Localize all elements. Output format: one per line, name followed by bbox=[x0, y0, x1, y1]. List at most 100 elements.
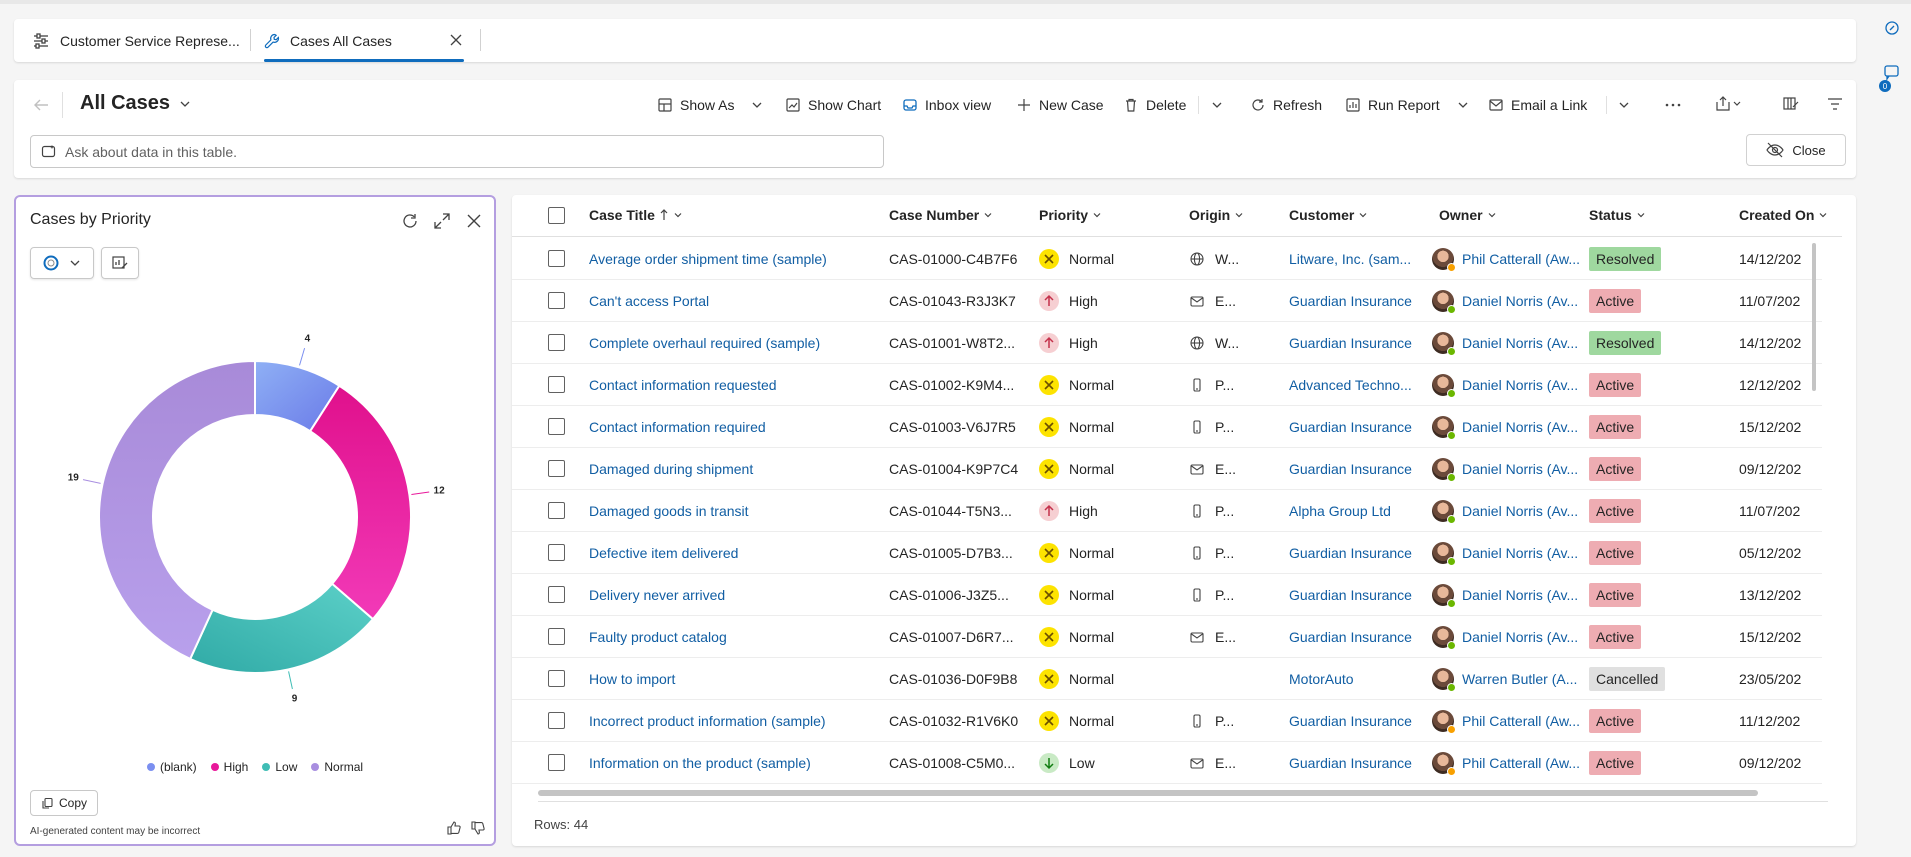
owner-link[interactable]: Daniel Norris (Av... bbox=[1462, 377, 1579, 393]
donut-slice-high[interactable] bbox=[308, 384, 412, 621]
refresh-icon[interactable] bbox=[400, 211, 420, 231]
case-title-link[interactable]: Damaged goods in transit bbox=[589, 503, 749, 519]
case-title-link[interactable]: Damaged during shipment bbox=[589, 461, 754, 477]
select-all-checkbox[interactable] bbox=[548, 207, 565, 224]
owner-link[interactable]: Daniel Norris (Av... bbox=[1462, 587, 1579, 603]
customer-link[interactable]: Guardian Insurance bbox=[1289, 461, 1412, 477]
case-title-link[interactable]: Complete overhaul required (sample) bbox=[589, 335, 821, 351]
row-checkbox[interactable] bbox=[548, 502, 565, 519]
tab-customer-service[interactable]: Customer Service Represe... bbox=[32, 19, 257, 62]
customer-link[interactable]: Guardian Insurance bbox=[1289, 755, 1412, 771]
row-checkbox[interactable] bbox=[548, 376, 565, 393]
owner-link[interactable]: Phil Catterall (Aw... bbox=[1462, 251, 1581, 267]
column-header-priority[interactable]: Priority bbox=[1039, 207, 1102, 223]
case-title-link[interactable]: Average order shipment time (sample) bbox=[589, 251, 827, 267]
customer-link[interactable]: Guardian Insurance bbox=[1289, 419, 1412, 435]
row-checkbox[interactable] bbox=[548, 418, 565, 435]
case-title-link[interactable]: Incorrect product information (sample) bbox=[589, 713, 826, 729]
legend-item[interactable]: Low bbox=[262, 760, 297, 774]
legend-item[interactable]: (blank) bbox=[146, 760, 197, 774]
column-header-case-title[interactable]: Case Title bbox=[589, 207, 683, 223]
table-row[interactable]: Damaged goods in transit CAS-01044-T5N3..… bbox=[512, 490, 1822, 532]
new-case-button[interactable]: New Case bbox=[1016, 90, 1104, 120]
owner-link[interactable]: Daniel Norris (Av... bbox=[1462, 503, 1579, 519]
table-row[interactable]: Delivery never arrived CAS-01006-J3Z5... N… bbox=[512, 574, 1822, 616]
owner-link[interactable]: Phil Catterall (Aw... bbox=[1462, 713, 1581, 729]
table-row[interactable]: Defective item delivered CAS-01005-D7B3..… bbox=[512, 532, 1822, 574]
expand-icon[interactable] bbox=[432, 211, 452, 231]
case-title-link[interactable]: Defective item delivered bbox=[589, 545, 739, 561]
row-checkbox[interactable] bbox=[548, 670, 565, 687]
row-checkbox[interactable] bbox=[548, 292, 565, 309]
row-checkbox[interactable] bbox=[548, 586, 565, 603]
column-header-status[interactable]: Status bbox=[1589, 207, 1646, 223]
owner-cell[interactable]: Warren Butler (A... bbox=[1432, 658, 1582, 700]
more-commands-chevron-icon[interactable] bbox=[1210, 98, 1224, 112]
table-row[interactable]: Contact information requested CAS-01002-K… bbox=[512, 364, 1822, 406]
filter-icon[interactable] bbox=[1826, 95, 1844, 113]
customer-link[interactable]: Guardian Insurance bbox=[1289, 629, 1412, 645]
vertical-scrollbar[interactable] bbox=[1812, 243, 1816, 391]
row-checkbox[interactable] bbox=[548, 544, 565, 561]
show-chart-button[interactable]: Show Chart bbox=[785, 90, 881, 120]
owner-cell[interactable]: Phil Catterall (Aw... bbox=[1432, 700, 1582, 742]
chart-type-dropdown[interactable] bbox=[30, 247, 94, 279]
row-checkbox[interactable] bbox=[548, 754, 565, 771]
owner-cell[interactable]: Daniel Norris (Av... bbox=[1432, 280, 1582, 322]
owner-cell[interactable]: Phil Catterall (Aw... bbox=[1432, 742, 1582, 784]
close-button[interactable]: Close bbox=[1746, 134, 1846, 166]
row-checkbox[interactable] bbox=[548, 628, 565, 645]
close-icon[interactable] bbox=[464, 211, 484, 231]
table-row[interactable]: Incorrect product information (sample) CA… bbox=[512, 700, 1822, 742]
chevron-down-icon[interactable] bbox=[1617, 98, 1631, 112]
owner-cell[interactable]: Phil Catterall (Aw... bbox=[1432, 238, 1582, 280]
ask-data-box[interactable] bbox=[30, 135, 884, 168]
owner-cell[interactable]: Daniel Norris (Av... bbox=[1432, 364, 1582, 406]
customer-link[interactable]: Litware, Inc. (sam... bbox=[1289, 251, 1412, 267]
case-title-link[interactable]: How to import bbox=[589, 671, 676, 687]
customer-link[interactable]: Guardian Insurance bbox=[1289, 545, 1412, 561]
column-header-case-number[interactable]: Case Number bbox=[889, 207, 993, 223]
row-checkbox[interactable] bbox=[548, 460, 565, 477]
table-row[interactable]: Faulty product catalog CAS-01007-D6R7... N… bbox=[512, 616, 1822, 658]
case-title-link[interactable]: Information on the product (sample) bbox=[589, 755, 811, 771]
close-tab-icon[interactable] bbox=[448, 32, 464, 48]
tab-cases-all-cases[interactable]: Cases All Cases bbox=[264, 19, 477, 62]
row-checkbox[interactable] bbox=[548, 250, 565, 267]
inbox-view-button[interactable]: Inbox view bbox=[902, 90, 991, 120]
back-arrow-icon[interactable] bbox=[30, 94, 52, 116]
horizontal-scrollbar[interactable] bbox=[538, 790, 1758, 796]
owner-link[interactable]: Daniel Norris (Av... bbox=[1462, 293, 1579, 309]
table-row[interactable]: Can't access Portal CAS-01043-R3J3K7 High E… bbox=[512, 280, 1822, 322]
owner-cell[interactable]: Daniel Norris (Av... bbox=[1432, 322, 1582, 364]
table-row[interactable]: Damaged during shipment CAS-01004-K9P7C4 N… bbox=[512, 448, 1822, 490]
email-link-button[interactable]: Email a Link bbox=[1488, 90, 1587, 120]
chevron-down-icon[interactable] bbox=[750, 98, 764, 112]
column-header-owner[interactable]: Owner bbox=[1439, 207, 1497, 223]
refresh-button[interactable]: Refresh bbox=[1250, 90, 1322, 120]
customer-link[interactable]: Guardian Insurance bbox=[1289, 293, 1412, 309]
edit-columns-icon[interactable] bbox=[1782, 95, 1800, 113]
case-title-link[interactable]: Delivery never arrived bbox=[589, 587, 726, 603]
donut-slice-normal[interactable] bbox=[98, 359, 256, 661]
customer-link[interactable]: Alpha Group Ltd bbox=[1289, 503, 1391, 519]
table-row[interactable]: Average order shipment time (sample) CAS-… bbox=[512, 238, 1822, 280]
ask-data-input[interactable] bbox=[65, 143, 845, 160]
owner-link[interactable]: Daniel Norris (Av... bbox=[1462, 629, 1579, 645]
owner-cell[interactable]: Daniel Norris (Av... bbox=[1432, 490, 1582, 532]
copy-button[interactable]: Copy bbox=[30, 790, 98, 816]
owner-link[interactable]: Daniel Norris (Av... bbox=[1462, 419, 1579, 435]
owner-cell[interactable]: Daniel Norris (Av... bbox=[1432, 574, 1582, 616]
owner-cell[interactable]: Daniel Norris (Av... bbox=[1432, 616, 1582, 658]
table-row[interactable]: How to import CAS-01036-D0F9B8 Normal Motor… bbox=[512, 658, 1822, 700]
owner-cell[interactable]: Daniel Norris (Av... bbox=[1432, 448, 1582, 490]
column-header-created-on[interactable]: Created On bbox=[1739, 207, 1828, 223]
donut-slice-low[interactable] bbox=[188, 582, 375, 674]
table-row[interactable]: Information on the product (sample) CAS-0… bbox=[512, 742, 1822, 784]
owner-cell[interactable]: Daniel Norris (Av... bbox=[1432, 532, 1582, 574]
table-row[interactable]: Complete overhaul required (sample) CAS-0… bbox=[512, 322, 1822, 364]
chevron-down-icon[interactable] bbox=[1456, 98, 1470, 112]
legend-item[interactable]: High bbox=[210, 760, 248, 774]
delete-button[interactable]: Delete bbox=[1123, 90, 1186, 120]
owner-link[interactable]: Daniel Norris (Av... bbox=[1462, 335, 1579, 351]
